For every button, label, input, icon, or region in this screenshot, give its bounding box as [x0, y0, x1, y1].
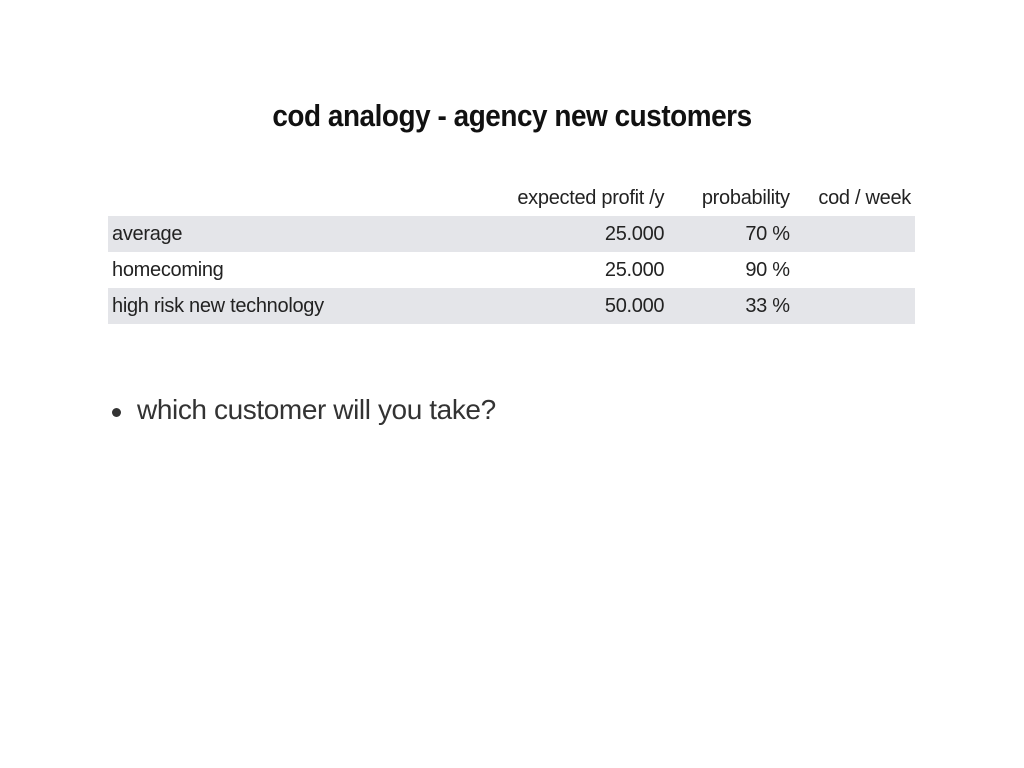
row-cod-week: [794, 252, 915, 288]
table-row: high risk new technology 50.000 33 %: [108, 288, 915, 324]
bullet-text: which customer will you take?: [137, 394, 496, 425]
header-name: [108, 180, 492, 216]
header-probability: probability: [701, 186, 790, 209]
row-name: high risk new technology: [108, 288, 493, 324]
bullet-dot-icon: [112, 407, 121, 417]
slide-title: cod analogy - agency new customers: [272, 98, 752, 133]
row-cod-week: [793, 288, 915, 324]
header-expected-profit: expected profit /y: [517, 186, 665, 209]
table-row: average 25.000 70 %: [108, 216, 915, 252]
table-header-row: expected profit /y probability cod / wee…: [108, 180, 915, 216]
bullet-item: which customer will you take?: [112, 394, 496, 426]
row-probability: 33 %: [668, 288, 794, 324]
row-name: homecoming: [112, 258, 224, 281]
row-cod-week: [793, 216, 915, 252]
table-row: homecoming 25.000 90 %: [108, 252, 915, 288]
row-probability: 90 %: [745, 258, 790, 281]
row-probability: 70 %: [668, 216, 794, 252]
header-cod-week: cod / week: [818, 186, 911, 209]
customer-table: expected profit /y probability cod / wee…: [108, 180, 915, 324]
row-name: average: [108, 216, 493, 252]
row-expected-profit: 25.000: [604, 258, 665, 281]
row-expected-profit: 50.000: [492, 288, 669, 324]
bullet-list: which customer will you take?: [112, 394, 496, 426]
row-expected-profit: 25.000: [492, 216, 669, 252]
